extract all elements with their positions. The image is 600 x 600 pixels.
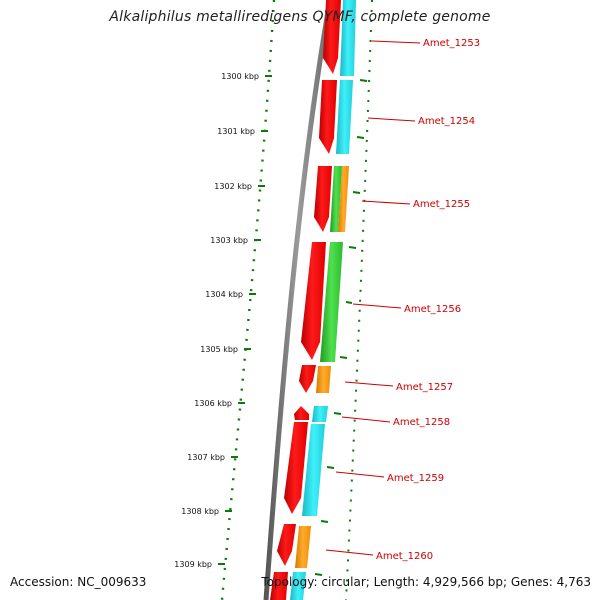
kbp-label: 1303 kbp: [210, 236, 248, 245]
cog-block-cyan: [336, 80, 353, 154]
cog-block-green: [320, 242, 343, 362]
kbp-label: 1307 kbp: [187, 453, 225, 462]
gene-leader-lines: [325, 40, 421, 556]
gene-label: Amet_1255: [413, 199, 470, 210]
cog-block-cyan: [302, 424, 325, 516]
gene-label: Amet_1258: [393, 417, 450, 428]
cds-arrow: [284, 422, 308, 514]
ruler-dotted-inner: [220, 0, 276, 600]
cog-block-orange: [338, 166, 349, 232]
kbp-label: 1304 kbp: [205, 290, 243, 299]
kbp-tick-marks: [218, 75, 272, 565]
cds-arrow: [294, 406, 309, 420]
gene-label: Amet_1253: [423, 38, 480, 49]
kbp-label: 1302 kbp: [214, 182, 252, 191]
cog-block-cyan: [340, 0, 356, 76]
cog-block-orange: [316, 366, 331, 393]
kbp-labels: 1300 kbp 1301 kbp 1302 kbp 1303 kbp 1304…: [174, 72, 259, 569]
gene-label: Amet_1254: [418, 116, 475, 127]
kbp-label: 1305 kbp: [200, 345, 238, 354]
map-title: Alkaliphilus metalliredigens QYMF, compl…: [109, 9, 491, 25]
gene-labels: Amet_1253 Amet_1254 Amet_1255 Amet_1256 …: [376, 38, 480, 562]
cds-arrow: [319, 80, 337, 154]
gene-label: Amet_1260: [376, 551, 433, 562]
kbp-label: 1308 kbp: [181, 507, 219, 516]
gene-label: Amet_1257: [396, 382, 453, 393]
kbp-label: 1306 kbp: [194, 399, 232, 408]
cds-arrow: [301, 242, 326, 360]
kbp-label: 1301 kbp: [217, 127, 255, 136]
cds-arrow: [299, 365, 316, 393]
kbp-label: 1309 kbp: [174, 560, 212, 569]
cog-block-orange: [295, 526, 311, 568]
ruler-dotted-outer: [345, 0, 373, 600]
cds-arrow: [277, 524, 296, 566]
cog-block-cyan: [290, 572, 306, 600]
gene-label: Amet_1256: [404, 304, 461, 315]
gene-label: Amet_1259: [387, 473, 444, 484]
cog-block-cyan: [312, 406, 328, 422]
cog-track: [290, 0, 356, 600]
cds-arrow: [314, 166, 332, 232]
genome-backbone: [263, 0, 333, 600]
outer-ticks: [314, 79, 368, 576]
cds-arrow: [323, 0, 341, 74]
cds-track: [270, 0, 341, 600]
accession-text: Accession: NC_009633: [10, 575, 147, 589]
cds-arrow: [270, 572, 288, 600]
kbp-label: 1300 kbp: [221, 72, 259, 81]
genome-summary-text: Topology: circular; Length: 4,929,566 bp…: [261, 575, 591, 589]
